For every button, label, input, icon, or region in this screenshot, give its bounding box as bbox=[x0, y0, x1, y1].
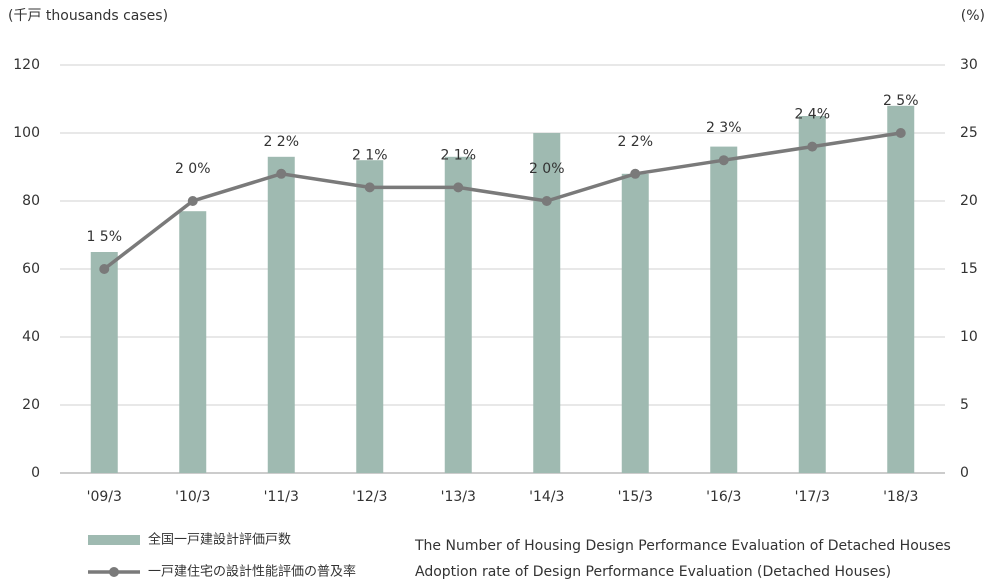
x-tick-label: '11/3 bbox=[264, 489, 299, 505]
data-label: 2 1% bbox=[440, 147, 476, 163]
data-label: 2 0% bbox=[529, 161, 565, 177]
y-tick-label: 120 bbox=[13, 57, 40, 73]
line-point bbox=[453, 182, 464, 193]
legend-label: 一戸建住宅の設計性能評価の普及率 bbox=[148, 564, 356, 580]
y-tick-label: 0 bbox=[31, 465, 40, 481]
bar bbox=[798, 116, 826, 473]
x-tick-label: '09/3 bbox=[87, 489, 122, 505]
bar bbox=[90, 252, 118, 473]
y-tick-label: 40 bbox=[22, 329, 40, 345]
y-tick-label: 20 bbox=[22, 397, 40, 413]
data-label: 1 5% bbox=[86, 229, 122, 245]
bar bbox=[710, 146, 738, 473]
line-point bbox=[364, 182, 375, 193]
y2-axis-label: (%) bbox=[961, 8, 985, 24]
y2-tick-label: 0 bbox=[960, 465, 969, 481]
line-point bbox=[99, 264, 110, 274]
line-point bbox=[718, 155, 729, 166]
line-point bbox=[630, 168, 641, 179]
x-tick-label: '16/3 bbox=[706, 489, 741, 505]
legend-swatch bbox=[88, 535, 140, 545]
bar bbox=[444, 156, 472, 474]
x-tick-label: '13/3 bbox=[441, 489, 476, 505]
line-point bbox=[541, 196, 552, 206]
data-label: 2 5% bbox=[883, 93, 919, 109]
data-label: 2 2% bbox=[617, 134, 653, 150]
line-point bbox=[276, 168, 287, 179]
bar bbox=[267, 156, 295, 474]
data-label: 2 3% bbox=[706, 120, 742, 136]
line-point bbox=[187, 196, 198, 206]
bar bbox=[621, 173, 649, 474]
bar bbox=[533, 133, 561, 473]
y-tick-label: 80 bbox=[22, 193, 40, 209]
y-tick-label: 100 bbox=[13, 125, 40, 141]
y2-tick-label: 25 bbox=[960, 125, 978, 141]
line-point bbox=[895, 128, 906, 138]
data-label: 2 4% bbox=[794, 107, 830, 123]
y2-tick-label: 5 bbox=[960, 397, 969, 413]
legend-note: The Number of Housing Design Performance… bbox=[414, 538, 951, 554]
y2-tick-label: 30 bbox=[960, 57, 978, 73]
bar bbox=[356, 160, 384, 473]
bar bbox=[887, 105, 915, 474]
legend-note: Adoption rate of Design Performance Eval… bbox=[415, 564, 891, 580]
y-tick-label: 60 bbox=[22, 261, 40, 277]
data-label: 2 1% bbox=[352, 147, 388, 163]
line bbox=[103, 131, 902, 271]
y2-tick-label: 10 bbox=[960, 329, 978, 345]
x-tick-label: '15/3 bbox=[618, 489, 653, 505]
y2-tick-label: 20 bbox=[960, 193, 978, 209]
x-tick-label: '10/3 bbox=[175, 489, 210, 505]
data-label: 2 2% bbox=[263, 134, 299, 150]
data-label: 2 0% bbox=[175, 161, 211, 177]
legend-label: 全国一戸建設計評価戸数 bbox=[148, 532, 291, 548]
y2-tick-label: 15 bbox=[960, 261, 978, 277]
x-tick-label: '17/3 bbox=[795, 489, 830, 505]
x-tick-label: '14/3 bbox=[529, 489, 564, 505]
x-tick-label: '12/3 bbox=[352, 489, 387, 505]
line-point bbox=[807, 141, 818, 152]
y-axis-label: (千戸 thousands cases) bbox=[8, 8, 168, 24]
x-tick-label: '18/3 bbox=[883, 489, 918, 505]
legend-swatch bbox=[109, 567, 119, 577]
bar bbox=[179, 211, 207, 473]
